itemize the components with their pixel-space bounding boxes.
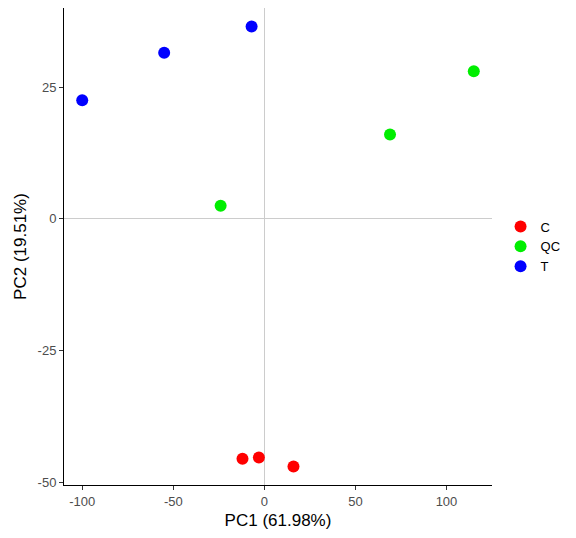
- svg-text:-100: -100: [69, 494, 95, 509]
- svg-text:-50: -50: [38, 475, 57, 490]
- svg-text:QC: QC: [541, 239, 561, 254]
- svg-text:100: 100: [436, 494, 458, 509]
- svg-text:T: T: [541, 259, 549, 274]
- svg-text:PC1 (61.98%): PC1 (61.98%): [225, 511, 332, 530]
- svg-text:50: 50: [348, 494, 362, 509]
- svg-text:C: C: [541, 220, 550, 235]
- svg-text:0: 0: [49, 211, 56, 226]
- svg-text:-25: -25: [38, 343, 57, 358]
- svg-text:-50: -50: [164, 494, 183, 509]
- svg-text:PC2 (19.51%): PC2 (19.51%): [11, 193, 30, 300]
- svg-text:0: 0: [261, 494, 268, 509]
- svg-text:25: 25: [42, 80, 56, 95]
